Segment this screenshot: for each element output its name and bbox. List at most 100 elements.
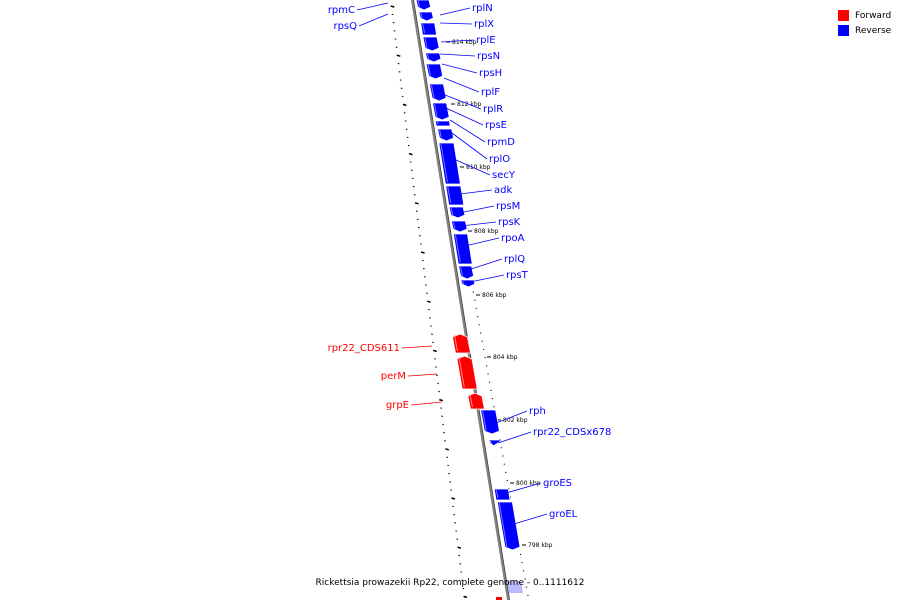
gene-rpst-highlight bbox=[462, 280, 465, 286]
gene-rpr22-cdsx678-label[interactable]: rpr22_CDSx678 bbox=[533, 427, 611, 438]
gene-perm-highlight bbox=[458, 356, 465, 388]
gene-rplq-label[interactable]: rplQ bbox=[504, 254, 525, 265]
ruler-major-dash bbox=[426, 300, 431, 303]
gene-rpsn-leader bbox=[439, 53, 476, 57]
gene-rple-label[interactable]: rplE bbox=[476, 35, 496, 46]
ruler-minor-dash bbox=[448, 472, 451, 475]
ruler-minor-dash bbox=[435, 366, 437, 368]
ruler-minor-dash bbox=[429, 317, 431, 319]
backbone-layer bbox=[411, 0, 510, 600]
label-layer: rpmC rpsQ rplN rplX rplE rpsN rpsH rplF rplR rpsE… bbox=[328, 2, 611, 525]
gene-rpsh-label[interactable]: rpsH bbox=[479, 68, 502, 79]
tick-label: 804 kbp bbox=[493, 354, 518, 361]
gene-rpr22-cdsx678-feature[interactable] bbox=[487, 439, 504, 447]
gene-groes-label[interactable]: groES bbox=[543, 478, 572, 489]
gene-groel-feature[interactable] bbox=[496, 501, 521, 551]
ruler-minor-dash bbox=[437, 382, 439, 385]
gene-rpln-highlight bbox=[417, 0, 421, 9]
ruler-minor-dash bbox=[449, 481, 452, 483]
tick-label: 810 kbp bbox=[466, 164, 491, 171]
ruler-major-dash bbox=[445, 448, 450, 451]
ruler-minor-dash bbox=[398, 71, 401, 73]
gene-rpsn-label[interactable]: rpsN bbox=[477, 51, 500, 62]
gene-rplf-highlight bbox=[427, 64, 432, 78]
ruler-minor-dash bbox=[416, 218, 419, 221]
gene-rplx-label[interactable]: rplX bbox=[474, 19, 494, 30]
gene-rpmc-label[interactable]: rpmC bbox=[328, 5, 355, 16]
ruler-major-dash bbox=[414, 202, 419, 205]
legend: Forward Reverse bbox=[838, 8, 891, 38]
gene-grpe-leader bbox=[410, 401, 443, 406]
caption-text: Rickettsia prowazekii Rp22, complete gen… bbox=[315, 578, 585, 588]
legend-label-reverse: Reverse bbox=[855, 25, 892, 36]
tick-label: 802 kbp bbox=[503, 417, 528, 424]
gene-rplr-label[interactable]: rplR bbox=[483, 104, 503, 115]
ruler-minor-dash bbox=[443, 431, 445, 434]
gene-rpoa-label[interactable]: rpoA bbox=[501, 233, 525, 244]
ruler-major-dash bbox=[457, 546, 462, 549]
gene-rph-label[interactable]: rph bbox=[529, 406, 546, 417]
gene-rple-leader bbox=[440, 39, 475, 43]
gene-rpln-label[interactable]: rplN bbox=[472, 3, 493, 14]
gene-rpse-label[interactable]: rpsE bbox=[485, 120, 507, 131]
ruler-minor-dash bbox=[417, 226, 420, 229]
gene-rpoa-feature[interactable] bbox=[452, 233, 473, 265]
gene-perm-feature[interactable] bbox=[456, 355, 478, 390]
gene-rpsq-label[interactable]: rpsQ bbox=[333, 21, 357, 32]
gene-rpsk-leader bbox=[460, 221, 497, 227]
gene-rplq-leader bbox=[467, 258, 503, 271]
gene-rplf-label[interactable]: rplF bbox=[481, 87, 500, 98]
gene-rpsm-label[interactable]: rpsM bbox=[496, 201, 520, 212]
gene-adk-label[interactable]: adk bbox=[494, 185, 512, 196]
gene-rpmd-label[interactable]: rpmD bbox=[487, 137, 515, 148]
ruler-minor-dash bbox=[421, 259, 424, 262]
gene-groes-leader bbox=[505, 482, 542, 494]
ruler-minor-dash bbox=[431, 333, 433, 335]
backbone-line bbox=[411, 0, 509, 600]
gene-rpr22-cds611-highlight bbox=[453, 334, 458, 352]
gene-secy-feature[interactable] bbox=[438, 142, 461, 185]
ruler-minor-dash bbox=[446, 456, 449, 458]
ruler-major-dash bbox=[396, 54, 401, 57]
gene-perm-label[interactable]: perM bbox=[381, 371, 406, 382]
gene-rpln-leader bbox=[439, 7, 471, 16]
gene-rpmd-feature[interactable] bbox=[434, 120, 451, 127]
ruler-minor-dash bbox=[407, 144, 410, 147]
gene-layer bbox=[415, 0, 523, 600]
ruler-major-dash bbox=[433, 349, 437, 353]
ruler-major-dash bbox=[420, 251, 425, 254]
ruler-minor-dash bbox=[404, 120, 407, 122]
gene-rplo-leader bbox=[451, 132, 488, 160]
gene-grpe-label[interactable]: grpE bbox=[386, 400, 409, 411]
ruler-minor-dash bbox=[453, 513, 456, 516]
gene-rplr-highlight bbox=[430, 84, 435, 100]
legend-item-reverse: Reverse bbox=[838, 23, 891, 38]
gene-groel-label[interactable]: groEL bbox=[549, 509, 578, 520]
gene-rplo-label[interactable]: rplO bbox=[489, 154, 510, 165]
ruler-minor-dash bbox=[447, 464, 450, 467]
ruler-minor-dash bbox=[403, 112, 406, 114]
ruler-minor-dash bbox=[423, 276, 426, 278]
gene-rpst-label[interactable]: rpsT bbox=[506, 270, 529, 281]
ruler-minor-dash bbox=[450, 489, 453, 491]
genome-caption: Rickettsia prowazekii Rp22, complete gen… bbox=[0, 578, 900, 588]
ruler-major-dash bbox=[390, 5, 395, 8]
gene-rpst-leader bbox=[469, 274, 505, 283]
ruler-minor-dash bbox=[430, 325, 432, 327]
tick-label: 798 kbp bbox=[528, 542, 553, 549]
gene-rplr-leader bbox=[444, 94, 482, 110]
ruler-minor-dash bbox=[440, 407, 442, 409]
gene-secy-label[interactable]: secY bbox=[492, 170, 516, 181]
gene-rpsm-leader bbox=[458, 205, 495, 214]
ruler-minor-dash bbox=[454, 522, 457, 524]
gene-rpsn-highlight bbox=[424, 37, 428, 50]
ruler-minor-dash bbox=[452, 505, 455, 508]
gene-rpsk-label[interactable]: rpsK bbox=[498, 217, 521, 228]
gene-rpr22-cdsx678-highlight bbox=[489, 440, 492, 445]
gene-groes-highlight bbox=[495, 489, 499, 499]
legend-item-forward: Forward bbox=[838, 8, 891, 23]
ruler-minor-dash bbox=[432, 341, 434, 344]
gene-rph-leader bbox=[490, 410, 528, 426]
gene-rpr22-cds611-label[interactable]: rpr22_CDS611 bbox=[328, 343, 400, 354]
